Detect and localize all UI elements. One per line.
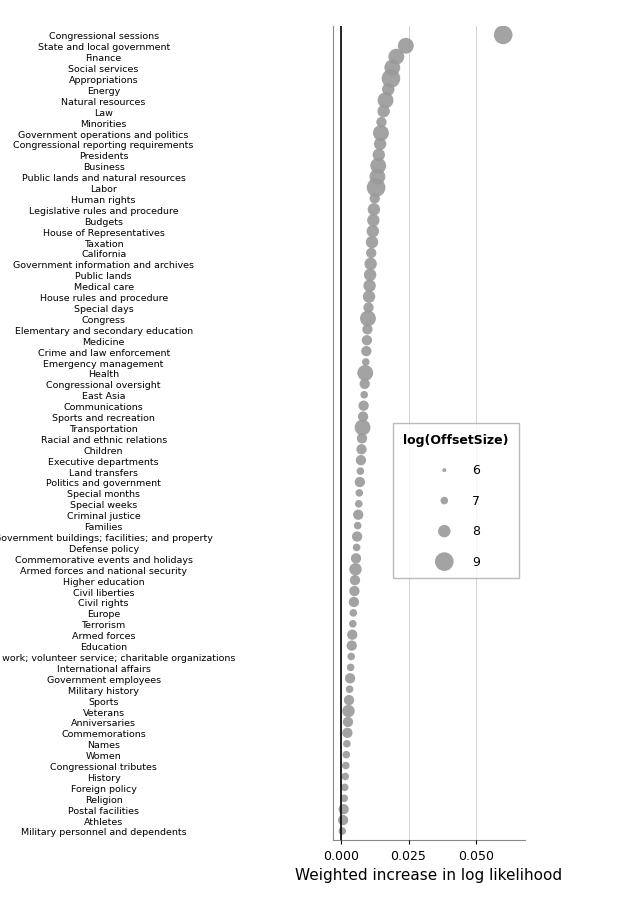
Point: [376, 126, 386, 141]
Point: [372, 170, 383, 184]
Point: [348, 617, 358, 631]
Point: [337, 824, 348, 838]
Point: [353, 507, 364, 522]
Point: [362, 333, 372, 348]
Point: [350, 573, 360, 588]
X-axis label: Weighted increase in log likelihood: Weighted increase in log likelihood: [295, 868, 563, 882]
Point: [341, 748, 351, 762]
Point: [348, 606, 358, 620]
Point: [376, 116, 387, 130]
Point: [360, 377, 370, 392]
Point: [347, 638, 357, 653]
Point: [387, 61, 397, 76]
Point: [355, 464, 365, 479]
Point: [343, 715, 353, 730]
Point: [375, 137, 385, 152]
Point: [349, 595, 359, 610]
Point: [383, 83, 394, 98]
Point: [367, 236, 377, 250]
Point: [358, 410, 368, 424]
Point: [340, 780, 350, 795]
Point: [342, 726, 353, 740]
Point: [359, 388, 369, 403]
Point: [369, 203, 379, 218]
Point: [338, 813, 348, 827]
Point: [339, 791, 349, 805]
Point: [354, 486, 364, 500]
Point: [374, 148, 384, 163]
Point: [364, 290, 374, 304]
Point: [373, 159, 383, 173]
Point: [364, 301, 374, 315]
Point: [342, 737, 352, 751]
Point: [349, 584, 360, 599]
Point: [344, 704, 354, 719]
Point: [344, 694, 354, 708]
Point: [340, 769, 350, 784]
Point: [346, 649, 356, 664]
Point: [378, 105, 388, 119]
Point: [339, 802, 349, 816]
Point: [361, 356, 371, 370]
Point: [368, 225, 378, 239]
Point: [346, 660, 356, 675]
Point: [345, 671, 355, 685]
Point: [365, 257, 376, 272]
Point: [391, 51, 401, 65]
Point: [357, 421, 367, 435]
Legend: 6, 7, 8, 9: 6, 7, 8, 9: [393, 424, 518, 578]
Point: [365, 268, 375, 283]
Point: [368, 214, 378, 228]
Point: [363, 312, 373, 326]
Point: [357, 432, 367, 446]
Point: [358, 399, 369, 414]
Point: [380, 94, 390, 108]
Point: [498, 29, 508, 43]
Point: [356, 453, 366, 468]
Point: [371, 182, 381, 196]
Point: [354, 497, 364, 511]
Point: [355, 475, 365, 489]
Point: [356, 442, 367, 457]
Point: [352, 530, 362, 545]
Point: [351, 552, 361, 566]
Point: [347, 628, 357, 642]
Point: [353, 519, 363, 534]
Point: [369, 192, 380, 207]
Point: [401, 40, 411, 54]
Point: [350, 563, 360, 577]
Point: [362, 322, 372, 337]
Point: [360, 367, 371, 381]
Point: [366, 247, 376, 261]
Point: [340, 759, 351, 773]
Point: [386, 72, 396, 87]
Point: [364, 279, 374, 293]
Point: [344, 683, 355, 697]
Point: [351, 541, 362, 555]
Point: [361, 345, 371, 359]
